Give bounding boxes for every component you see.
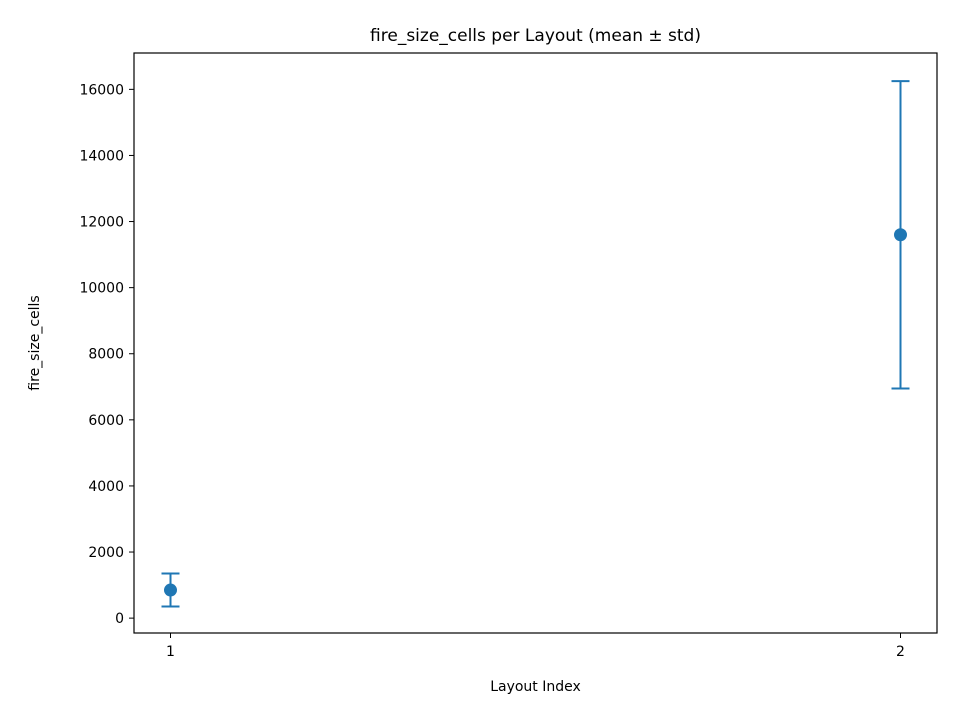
- plot-area: [133, 52, 938, 634]
- x-tick-label: 2: [896, 644, 905, 660]
- y-tick-label: 4000: [88, 479, 124, 495]
- y-tick-label: 0: [115, 611, 124, 627]
- y-tick-label: 10000: [79, 281, 124, 297]
- y-axis-label: fire_size_cells: [27, 295, 43, 390]
- y-axis-ticks: 0 2000 4000 6000 8000 10000 12000 14000 16000: [79, 82, 134, 627]
- chart-title: fire_size_cells per Layout (mean ± std): [370, 26, 701, 46]
- y-tick-label: 2000: [88, 545, 124, 561]
- x-axis-label: Layout Index: [490, 679, 581, 695]
- error-bar-point: [891, 80, 910, 390]
- y-tick-label: 16000: [79, 82, 124, 98]
- x-tick-label: 1: [166, 644, 175, 660]
- y-tick-label: 6000: [88, 413, 124, 429]
- error-bar-point: [161, 572, 180, 608]
- y-tick-label: 14000: [79, 148, 124, 164]
- data-marks: [161, 80, 910, 608]
- y-tick-label: 8000: [88, 347, 124, 363]
- data-point-marker: [164, 583, 177, 597]
- data-point-marker: [894, 228, 907, 242]
- y-tick-label: 12000: [79, 215, 124, 231]
